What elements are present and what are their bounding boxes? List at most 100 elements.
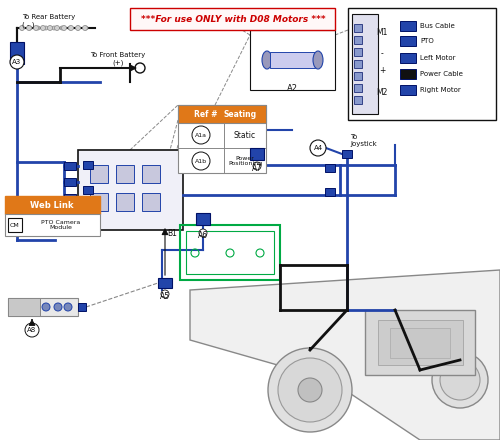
Bar [390, 328, 450, 358]
Circle shape [161, 290, 169, 298]
Circle shape [44, 26, 48, 30]
Text: CM: CM [10, 223, 20, 227]
Text: Ref #: Ref # [194, 110, 218, 118]
Text: A2: A2 [286, 84, 298, 92]
Circle shape [268, 348, 352, 432]
Text: A6: A6 [198, 231, 208, 239]
Bar [178, 105, 266, 173]
Bar [354, 60, 362, 68]
Circle shape [68, 26, 72, 30]
Bar [196, 213, 210, 225]
Bar [5, 196, 100, 214]
Text: B1: B1 [167, 228, 177, 238]
Bar [325, 188, 335, 196]
Circle shape [40, 26, 46, 30]
Circle shape [26, 26, 32, 30]
Circle shape [62, 26, 66, 30]
Bar [400, 21, 416, 31]
Bar [354, 48, 362, 56]
Bar [352, 14, 378, 114]
Bar [8, 298, 40, 316]
Text: Web Link: Web Link [30, 201, 74, 209]
Bar [342, 150, 352, 158]
Circle shape [278, 358, 342, 422]
Bar [90, 193, 108, 211]
Circle shape [28, 26, 32, 30]
Circle shape [54, 26, 60, 30]
Bar [400, 69, 416, 79]
Circle shape [310, 140, 326, 156]
Bar [8, 298, 78, 316]
Bar [180, 225, 280, 280]
Text: Power
Positioning: Power Positioning [228, 156, 262, 166]
Bar [354, 84, 362, 92]
Bar [400, 85, 416, 95]
Bar [78, 303, 86, 311]
Circle shape [34, 26, 38, 30]
Bar [83, 161, 93, 169]
Bar [64, 210, 76, 218]
Text: M2: M2 [376, 88, 388, 96]
Text: PTO Camera
Module: PTO Camera Module [42, 220, 80, 231]
Text: Right Motor: Right Motor [420, 87, 461, 93]
Circle shape [48, 26, 52, 30]
Text: Seating: Seating [224, 110, 256, 118]
Circle shape [76, 26, 80, 30]
Text: A1b: A1b [195, 158, 207, 164]
Circle shape [432, 352, 488, 408]
Text: A1a: A1a [195, 132, 207, 137]
Bar [8, 218, 22, 232]
Circle shape [135, 63, 145, 73]
Bar [354, 96, 362, 104]
Text: To Rear Battery
( - ): To Rear Battery ( - ) [22, 14, 75, 27]
Bar [5, 214, 100, 236]
Text: ***For use ONLY with D08 Motors ***: ***For use ONLY with D08 Motors *** [140, 15, 326, 23]
Bar [158, 278, 172, 288]
Text: -: - [380, 50, 384, 59]
Bar [90, 165, 108, 183]
Circle shape [192, 152, 210, 170]
Circle shape [54, 303, 62, 311]
Bar [142, 193, 160, 211]
Bar [64, 162, 76, 170]
Circle shape [68, 26, 73, 30]
Polygon shape [190, 270, 500, 440]
Bar [10, 42, 24, 64]
Bar [186, 231, 274, 274]
Circle shape [64, 303, 72, 311]
Text: PTO: PTO [420, 38, 434, 44]
Bar [64, 178, 76, 186]
Circle shape [199, 229, 207, 237]
Bar [400, 53, 416, 63]
Bar [378, 320, 463, 365]
Text: M1: M1 [376, 27, 388, 37]
Circle shape [20, 26, 24, 30]
Bar [354, 24, 362, 32]
Bar [178, 105, 266, 123]
Bar [270, 52, 315, 68]
Bar [130, 8, 335, 30]
Text: Static: Static [234, 131, 256, 139]
Circle shape [25, 323, 39, 337]
Text: To
Joystick: To Joystick [350, 133, 377, 147]
Circle shape [82, 26, 87, 30]
Text: Bus Cable: Bus Cable [420, 23, 455, 29]
Ellipse shape [262, 51, 272, 69]
Bar [250, 30, 335, 90]
Text: Power Cable: Power Cable [420, 71, 463, 77]
Text: To Front Battery
(+): To Front Battery (+) [90, 52, 146, 66]
Text: A3: A3 [12, 59, 22, 65]
Circle shape [192, 126, 210, 144]
Text: Left Motor: Left Motor [420, 55, 456, 61]
Circle shape [20, 26, 24, 30]
Bar [365, 310, 475, 375]
Circle shape [10, 55, 24, 69]
Bar [325, 164, 335, 172]
Circle shape [42, 303, 50, 311]
Bar [142, 165, 160, 183]
Ellipse shape [313, 51, 323, 69]
Text: A4: A4 [314, 145, 322, 151]
Circle shape [298, 378, 322, 402]
Circle shape [76, 26, 80, 30]
Bar [83, 186, 93, 194]
